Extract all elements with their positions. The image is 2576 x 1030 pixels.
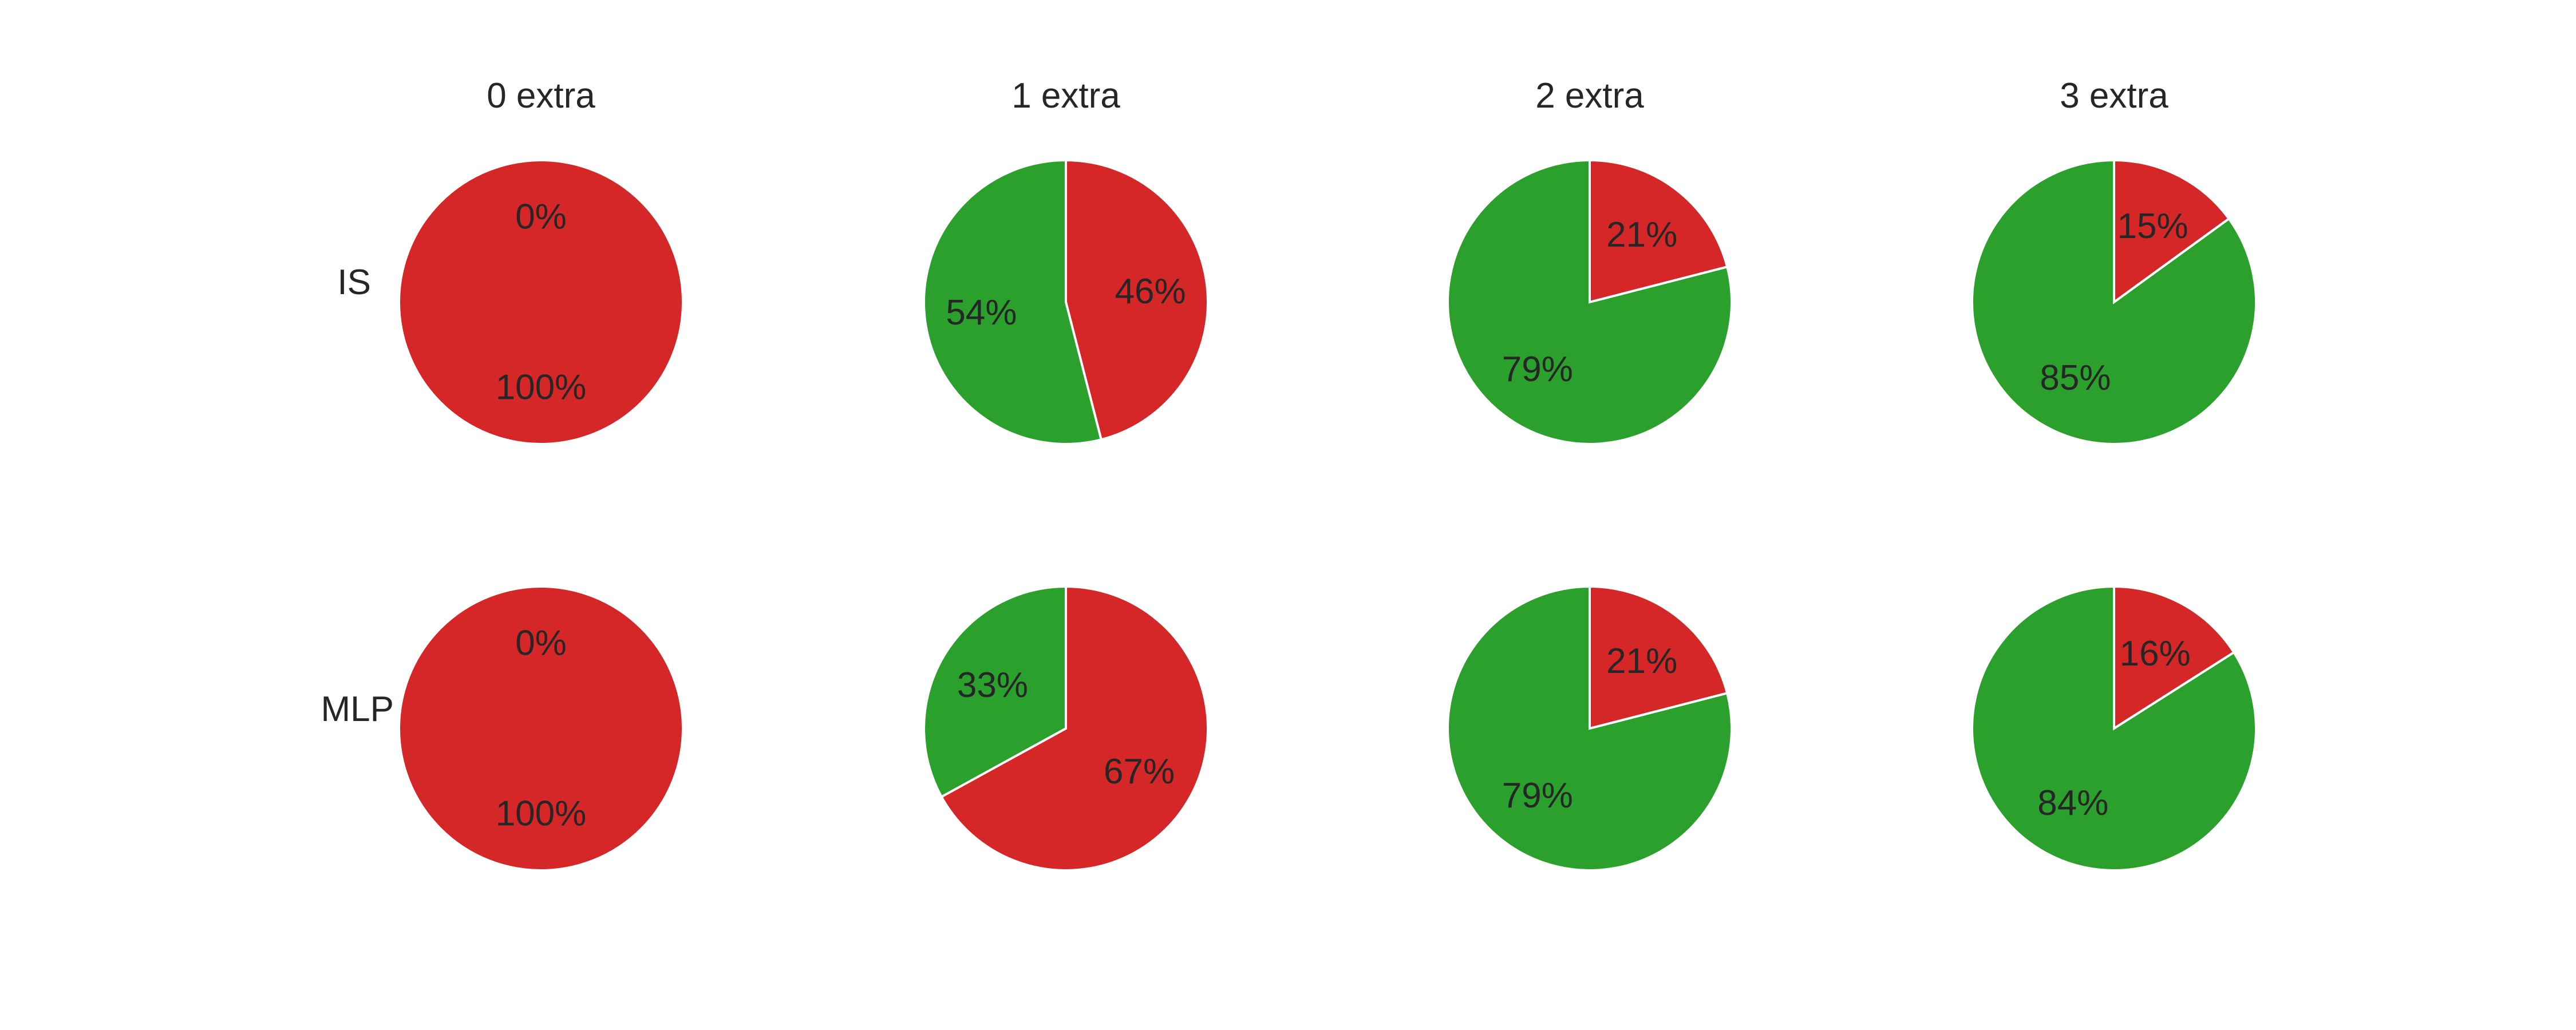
column-title-3-extra: 3 extra bbox=[2060, 76, 2168, 116]
pie-slice-label: 85% bbox=[2040, 358, 2111, 398]
pie-slice-fail bbox=[1589, 585, 1729, 730]
column-title-2-extra: 2 extra bbox=[1535, 76, 1644, 116]
pie-slice-fail bbox=[939, 585, 1209, 871]
pie-slice-fail bbox=[1589, 159, 1729, 304]
pie-slice-success bbox=[923, 585, 1067, 799]
pie-slice-fail bbox=[1065, 159, 1210, 441]
pie-slice-label: 0% bbox=[515, 197, 567, 237]
pie-slice-label: 79% bbox=[1502, 776, 1573, 815]
pie-slice-success bbox=[1971, 159, 2257, 445]
pie-slice-label: 67% bbox=[1104, 752, 1175, 791]
column-title-1-extra: 1 extra bbox=[1012, 76, 1120, 116]
pie-slice-success bbox=[1447, 585, 1733, 871]
pie-slice-label: 84% bbox=[2037, 783, 2108, 823]
pie-slice-label: 16% bbox=[2120, 634, 2191, 674]
column-title-0-extra: 0 extra bbox=[487, 76, 595, 116]
pie-mlp-1-extra: 67% 33% bbox=[923, 585, 1209, 871]
row-label-mlp: MLP bbox=[321, 690, 394, 729]
pie-slice-label: 0% bbox=[515, 624, 567, 663]
pie-is-2-extra: 21% 79% bbox=[1447, 159, 1733, 445]
pie-mlp-2-extra: 21% 79% bbox=[1447, 585, 1733, 871]
pie-slice-label: 54% bbox=[946, 293, 1017, 332]
pie-slice-label: 46% bbox=[1115, 272, 1186, 311]
pie-slice-success bbox=[923, 159, 1103, 445]
pie-is-0-extra: 100% 0% bbox=[398, 159, 684, 445]
pie-is-1-extra: 46% 54% bbox=[923, 159, 1210, 445]
pie-slice-label: 79% bbox=[1502, 350, 1573, 389]
pie-slice-label: 100% bbox=[496, 794, 587, 833]
row-label-is: IS bbox=[337, 263, 371, 302]
pie-mlp-3-extra: 16% 84% bbox=[1971, 585, 2257, 871]
pie-slice-label: 15% bbox=[2117, 207, 2188, 246]
pie-slice-label: 21% bbox=[1606, 215, 1677, 255]
pie-slice-fail bbox=[2113, 159, 2231, 304]
pie-slice-fail bbox=[398, 159, 684, 445]
pie-mlp-0-extra: 100% 0% bbox=[398, 585, 684, 871]
pies-group: 100% 0% 46% 54% 21% 79% 15% 85% 100% 0% 67% 33% 21% 7… bbox=[398, 159, 2257, 871]
pie-slice-label: 100% bbox=[496, 367, 587, 407]
pie-slice-success bbox=[1447, 159, 1733, 445]
pie-is-3-extra: 15% 85% bbox=[1971, 159, 2257, 445]
pie-slice-label: 21% bbox=[1606, 641, 1677, 681]
pie-slice-fail bbox=[2113, 585, 2236, 731]
pie-slice-success bbox=[1971, 585, 2257, 871]
pie-slice-label: 33% bbox=[957, 665, 1028, 705]
pie-slice-fail bbox=[398, 585, 684, 871]
